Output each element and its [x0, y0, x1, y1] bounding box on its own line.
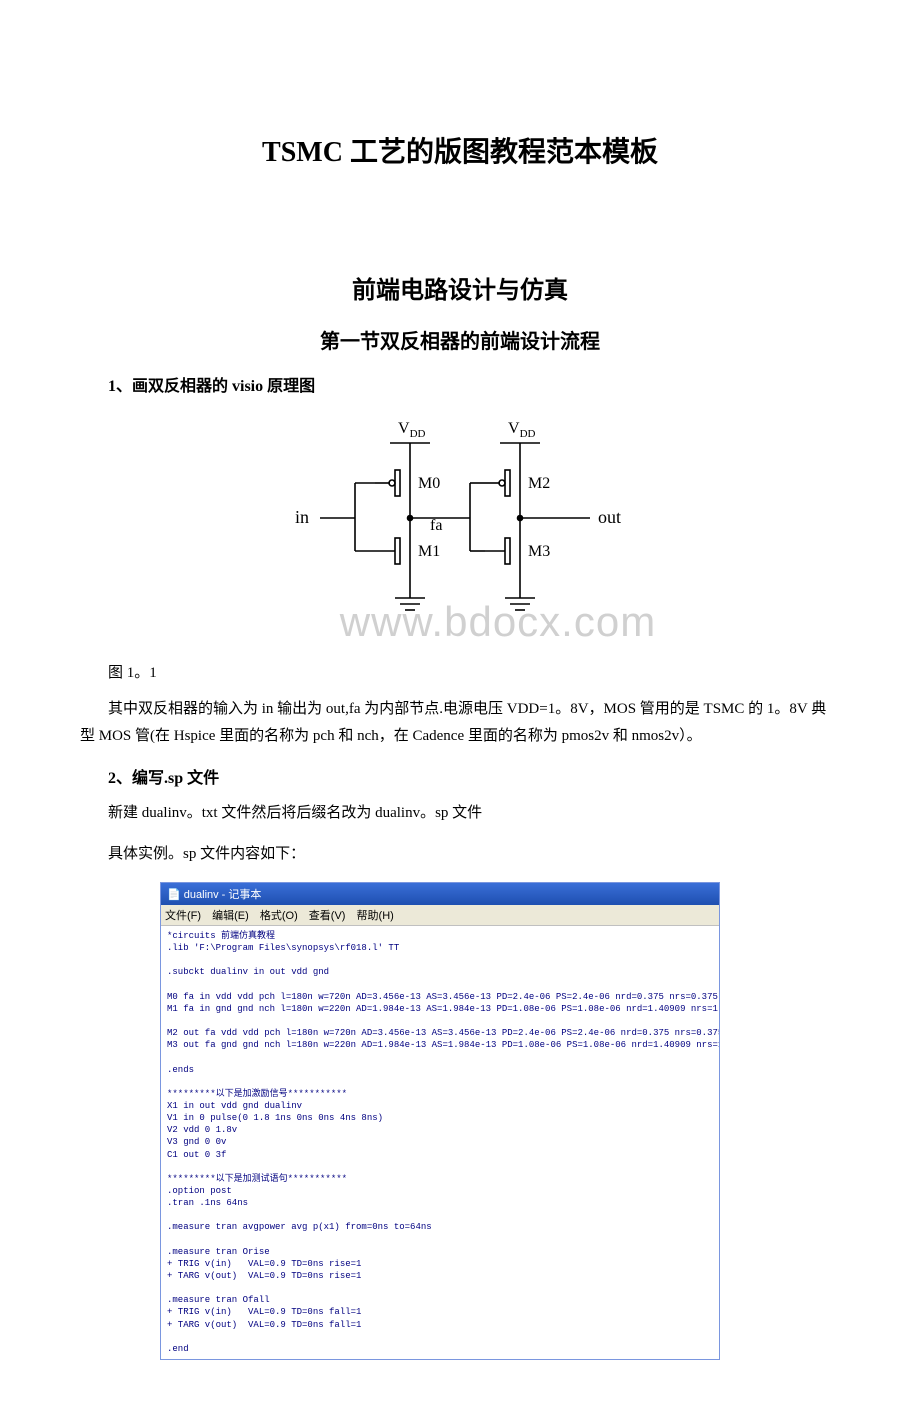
figure-1-1: VDD VDD in out fa M0 M1 M2 M3 www.bdocx.… [80, 408, 840, 653]
step-2-heading: 2、编写.sp 文件 [80, 764, 840, 788]
fa-label: fa [430, 517, 442, 534]
notepad-window: 📄 dualinv - 记事本 文件(F) 编辑(E) 格式(O) 查看(V) … [160, 882, 720, 1360]
m1-label: M1 [418, 543, 440, 560]
section-heading-1: 前端电路设计与仿真 [80, 270, 840, 305]
notepad-titlebar: 📄 dualinv - 记事本 [161, 883, 719, 905]
main-title: TSMC 工艺的版图教程范本模板 [80, 130, 840, 170]
vdd-label-2: VDD [508, 420, 536, 440]
menu-file[interactable]: 文件(F) [165, 910, 201, 922]
paragraph-3: 具体实例。sp 文件内容如下： [80, 841, 840, 868]
notepad-title-text: dualinv - 记事本 [184, 889, 262, 901]
notepad-icon: 📄 [167, 889, 181, 901]
paragraph-2: 新建 dualinv。txt 文件然后将后缀名改为 dualinv。sp 文件 [80, 800, 840, 827]
menu-edit[interactable]: 编辑(E) [212, 910, 249, 922]
m3-label: M3 [528, 543, 550, 560]
notepad-menubar[interactable]: 文件(F) 编辑(E) 格式(O) 查看(V) 帮助(H) [161, 905, 719, 926]
circuit-diagram: VDD VDD in out fa M0 M1 M2 M3 [260, 408, 660, 648]
menu-view[interactable]: 查看(V) [309, 910, 346, 922]
notepad-content[interactable]: *circuits 前端仿真教程 .lib 'F:\Program Files\… [161, 926, 719, 1359]
section-heading-1-1: 第一节双反相器的前端设计流程 [80, 325, 840, 354]
menu-help[interactable]: 帮助(H) [357, 910, 394, 922]
step-1-heading: 1、画双反相器的 visio 原理图 [80, 372, 840, 396]
figure-1-1-caption: 图 1。1 [80, 661, 840, 682]
paragraph-1: 其中双反相器的输入为 in 输出为 out,fa 为内部节点.电源电压 VDD=… [80, 696, 840, 750]
m2-label: M2 [528, 475, 550, 492]
out-label: out [598, 507, 621, 527]
vdd-label-1: VDD [398, 420, 426, 440]
in-label: in [295, 507, 309, 527]
menu-format[interactable]: 格式(O) [260, 910, 298, 922]
m0-label: M0 [418, 475, 440, 492]
